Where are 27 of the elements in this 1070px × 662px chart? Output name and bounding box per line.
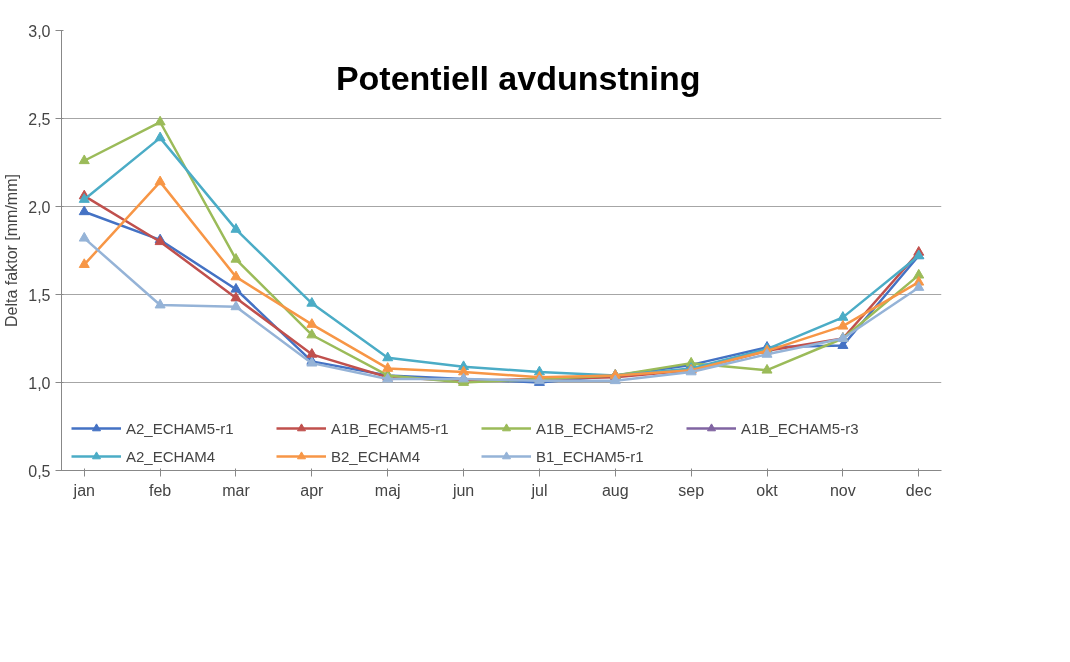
legend-label: A1B_ECHAM5-r3 <box>741 419 860 437</box>
y-tick-label: 2,5 <box>28 110 51 128</box>
x-tick-label: jun <box>451 481 475 499</box>
y-axis-title: Delta faktor [mm/mm] <box>3 174 21 327</box>
legend-label: A1B_ECHAM5-r2 <box>536 419 655 437</box>
x-tick-label: maj <box>374 481 401 499</box>
x-tick-label: dec <box>905 481 932 499</box>
legend-label: A1B_ECHAM5-r1 <box>331 419 450 437</box>
x-tick-label: feb <box>149 481 172 499</box>
legend-label: A2_ECHAM4 <box>126 447 217 465</box>
x-tick-label: apr <box>300 481 325 499</box>
y-tick-label: 3,0 <box>28 22 51 40</box>
y-tick-label: 1,0 <box>28 374 51 392</box>
legend-label: A2_ECHAM5-r1 <box>126 419 235 437</box>
x-tick-label: mar <box>222 481 251 499</box>
x-tick-label: aug <box>601 481 629 499</box>
text: Potentiell avdunstning <box>335 58 701 97</box>
x-tick-label: jul <box>530 481 548 499</box>
x-tick-label: jan <box>72 481 95 499</box>
y-tick-label: 2,0 <box>28 198 51 216</box>
x-tick-label: sep <box>678 481 705 499</box>
x-tick-label: nov <box>829 481 856 499</box>
x-tick-label: okt <box>756 481 779 499</box>
y-tick-label: 1,5 <box>28 286 51 304</box>
legend-label: B2_ECHAM4 <box>331 447 422 465</box>
y-tick-label: 0,5 <box>28 462 51 480</box>
legend-label: B1_ECHAM5-r1 <box>536 447 645 465</box>
